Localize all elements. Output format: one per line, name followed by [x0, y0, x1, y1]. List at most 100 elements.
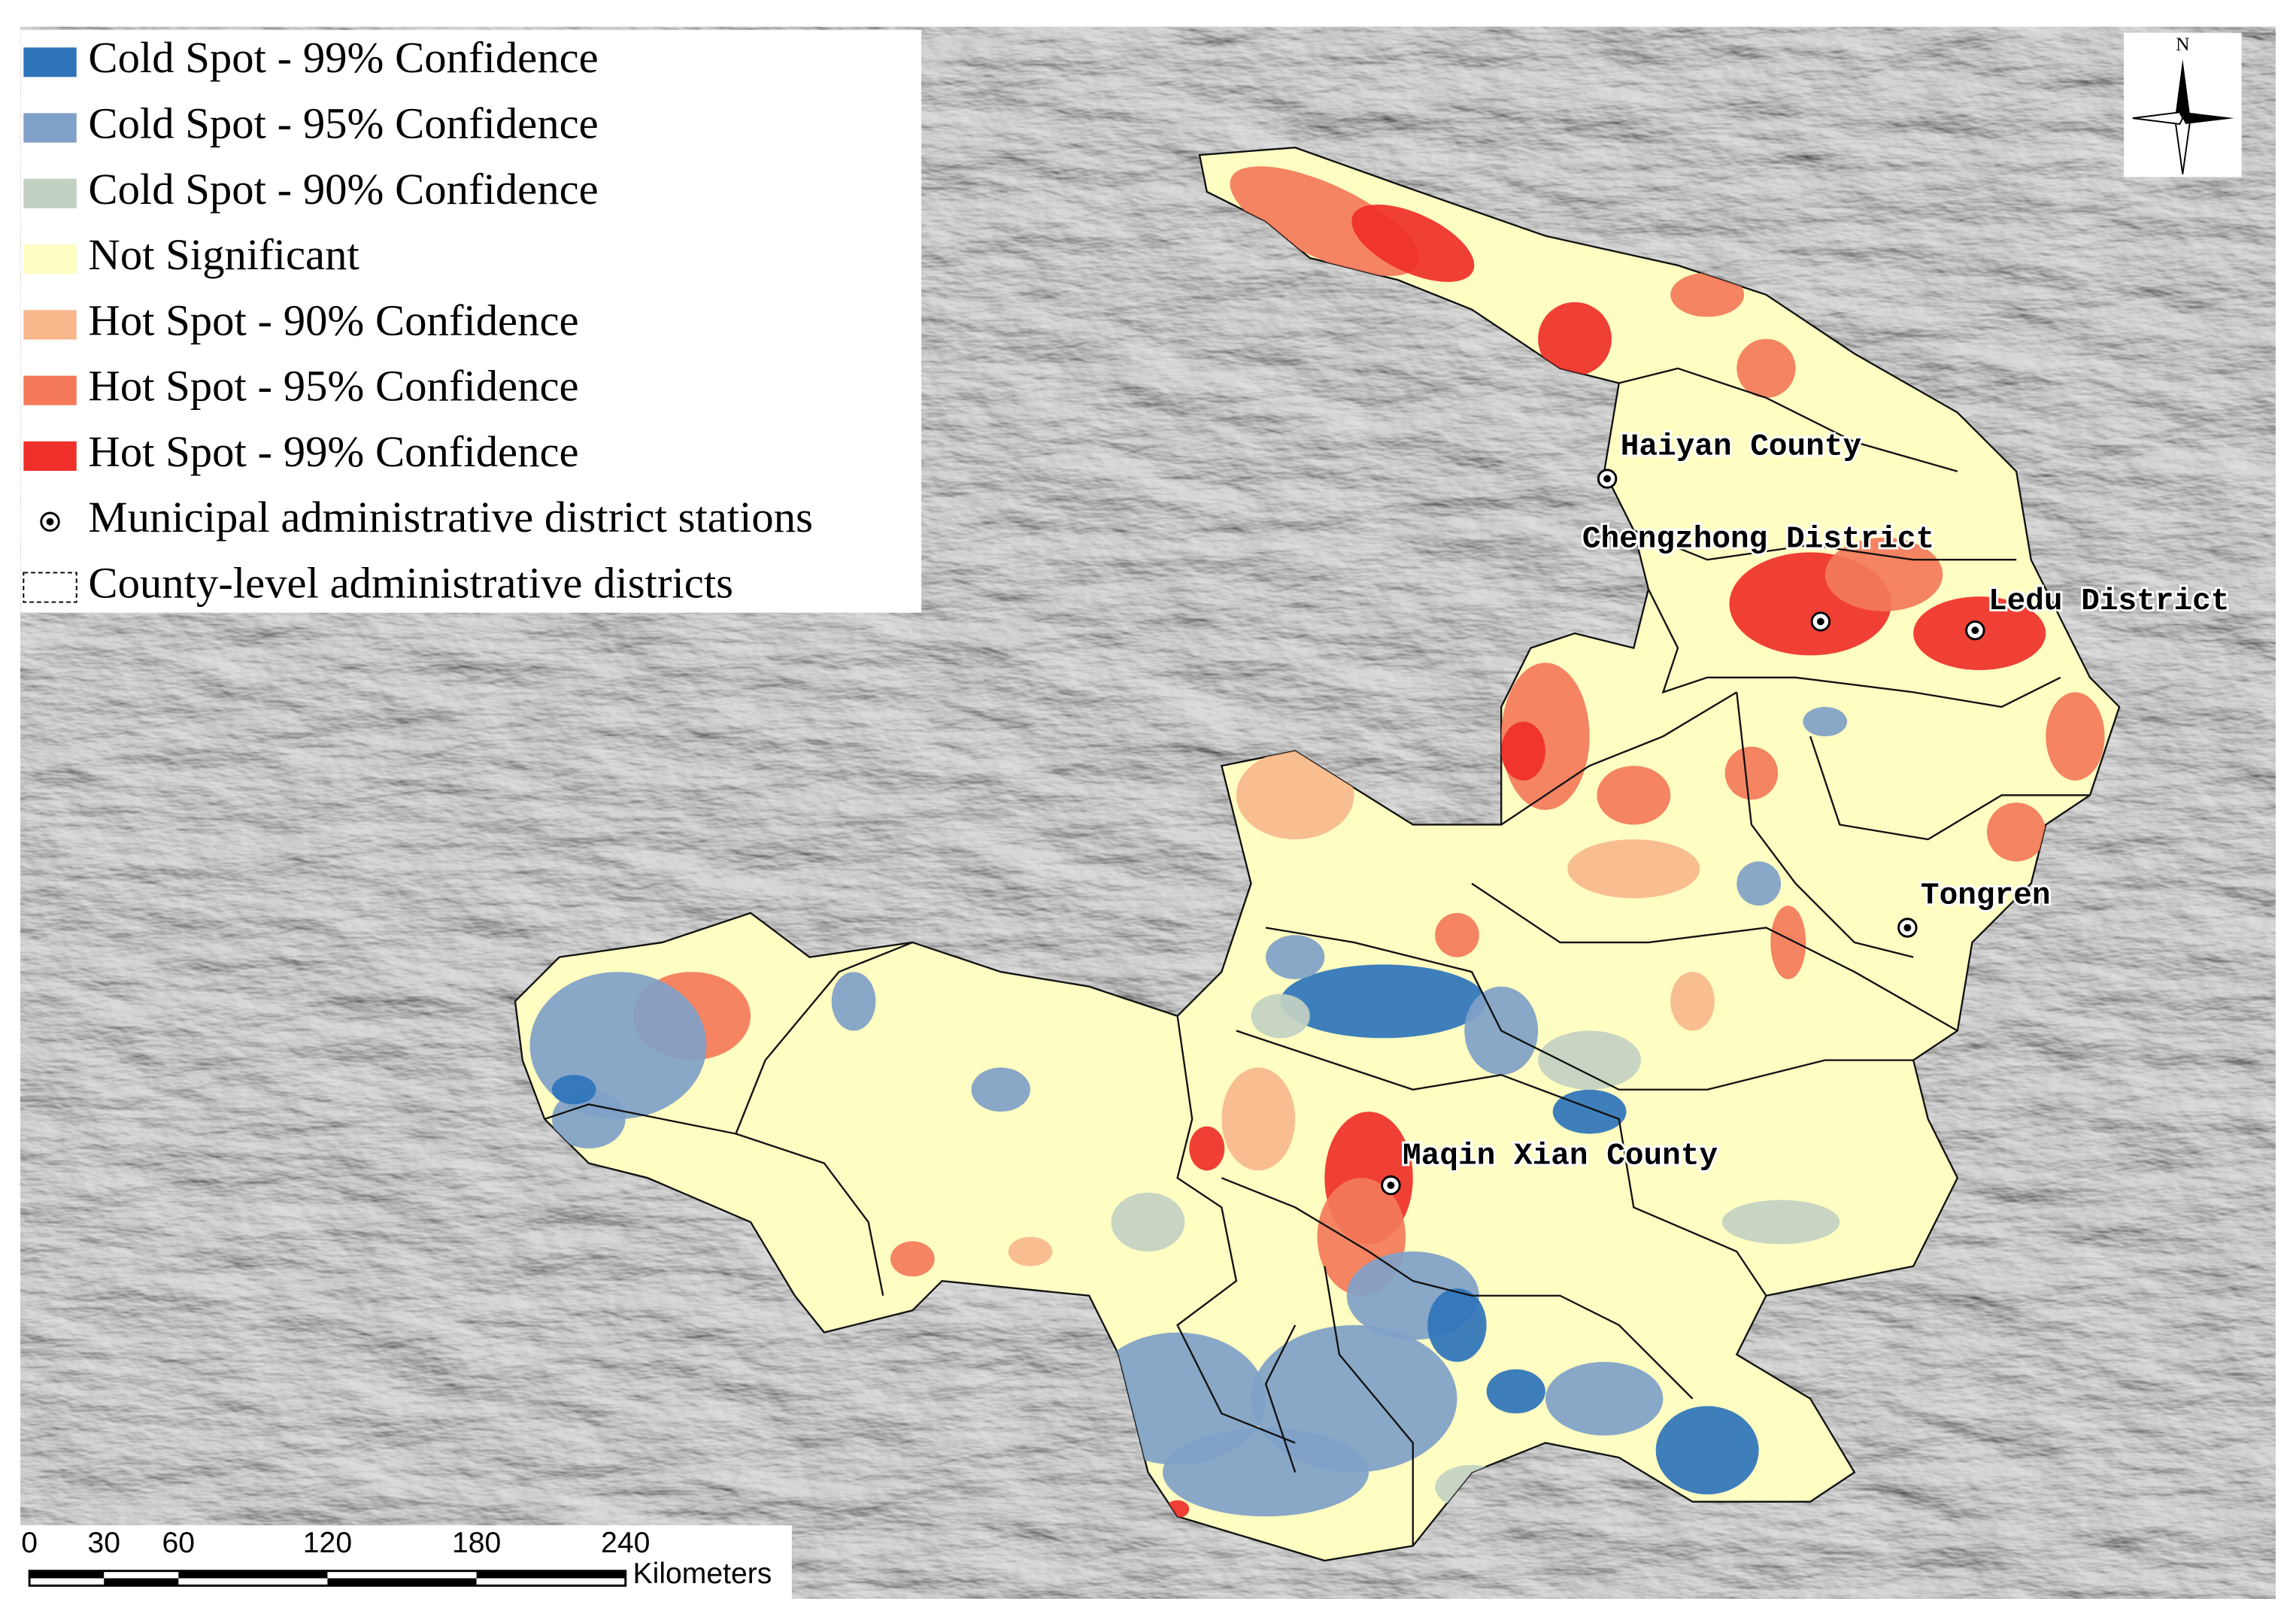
county-boundary [764, 941, 913, 1061]
patch [1008, 1236, 1053, 1267]
station-dot [1816, 617, 1824, 626]
county-boundary [1736, 692, 1914, 958]
place-label: Maqin Xian County [1403, 1139, 1718, 1174]
scale-tick-label: 240 [601, 1527, 650, 1559]
patch [551, 1089, 626, 1149]
patch [1567, 839, 1700, 899]
county-boundary [1236, 1030, 1767, 1297]
scale-bar-box [14, 1525, 792, 1602]
arrow-north [2175, 59, 2191, 122]
patch [1111, 1192, 1185, 1252]
place-label: Chengzhong District [1582, 523, 1934, 557]
patch [1721, 1200, 1840, 1245]
legend-swatch [23, 47, 77, 77]
patch [1486, 1369, 1545, 1414]
station-dot [1971, 626, 1979, 635]
station-dot [1603, 475, 1611, 483]
legend-label: Municipal administrative district statio… [88, 493, 813, 542]
legend-label: Hot Spot - 90% Confidence [88, 296, 578, 344]
county-boundary [1618, 367, 1958, 472]
patch [2046, 692, 2105, 781]
patch [1770, 906, 1806, 979]
patch [1351, 205, 1475, 282]
patch [1670, 972, 1715, 1031]
legend-swatch [23, 113, 77, 143]
place-label: Tongren [1921, 878, 2051, 913]
study-region [514, 147, 2121, 1562]
patch [551, 1075, 596, 1105]
legend-label: Hot Spot - 95% Confidence [88, 362, 578, 411]
county-boundary [1633, 529, 2017, 561]
scale-segment [104, 1578, 179, 1586]
county-boundary [1264, 1324, 1297, 1473]
patch [1435, 912, 1479, 957]
legend-label: Cold Spot - 99% Confidence [88, 33, 598, 82]
patch [1266, 935, 1325, 979]
county-boundary [544, 1060, 766, 1135]
scale-tick-label: 30 [87, 1527, 120, 1559]
legend-swatch [23, 310, 77, 340]
scale-segment [29, 1570, 105, 1579]
legend-label: County-level administrative districts [88, 558, 733, 607]
patch [1538, 1030, 1642, 1090]
scale-segment [178, 1570, 328, 1579]
patch [1552, 1089, 1627, 1134]
patch [1724, 746, 1779, 800]
county-boundary [1471, 882, 1958, 1032]
station-dot [1903, 924, 1912, 932]
patch [1221, 1067, 1296, 1171]
patch [1163, 1427, 1369, 1517]
place-label: Ledu District [1988, 584, 2229, 619]
county-boundary [1221, 1177, 1694, 1400]
region-fill [514, 147, 2121, 1562]
county-boundary [1176, 1015, 1296, 1444]
scale-segment [327, 1578, 477, 1586]
north-label: N [2176, 33, 2189, 55]
legend-label: Cold Spot - 90% Confidence [88, 165, 598, 214]
place-labels: Haiyan County Chengzhong District Ledu Dis… [1400, 427, 2231, 1176]
stations [1381, 469, 1985, 1196]
legend-swatch [23, 244, 77, 275]
legend-boundary [23, 572, 77, 603]
scale-tick-label: 0 [21, 1527, 38, 1559]
hotspot-patches [529, 166, 2105, 1518]
scale-unit: Kilometers [633, 1558, 772, 1590]
patch [1803, 706, 1848, 737]
patch [890, 1241, 935, 1277]
patch [1824, 537, 1943, 611]
patch [1236, 751, 1354, 840]
county-boundary [1324, 1266, 1414, 1546]
patch [1189, 1126, 1225, 1171]
legend-box [20, 29, 922, 613]
station-dot [1387, 1182, 1395, 1189]
patch [1251, 994, 1310, 1039]
patch [1427, 1288, 1487, 1362]
patch [1670, 272, 1745, 317]
patch [971, 1067, 1030, 1112]
patch [831, 972, 876, 1031]
county-boundary [1809, 736, 2091, 841]
scale-tick-label: 120 [303, 1527, 352, 1559]
patch [1501, 721, 1545, 781]
legend-swatch [23, 178, 77, 208]
north-arrow: N [2124, 32, 2242, 177]
legend-label: Hot Spot - 99% Confidence [88, 427, 578, 476]
legend-label: Cold Spot - 95% Confidence [88, 99, 598, 147]
patch [1736, 338, 1796, 398]
patch [1736, 861, 1782, 906]
county-boundary [1500, 691, 1737, 826]
patch [1597, 766, 1671, 825]
county-boundaries [544, 367, 2091, 1546]
legend-swatch [23, 375, 77, 405]
patch [1655, 1406, 1759, 1494]
legend: Cold Spot - 99% Confidence Cold Spot - 95… [23, 33, 813, 607]
place-label: Haiyan County [1621, 429, 1861, 464]
patch [1280, 964, 1487, 1039]
arrow-east [2182, 112, 2234, 124]
patch [1538, 302, 1612, 376]
legend-station-dot [46, 517, 54, 526]
patch [1545, 1361, 1664, 1436]
